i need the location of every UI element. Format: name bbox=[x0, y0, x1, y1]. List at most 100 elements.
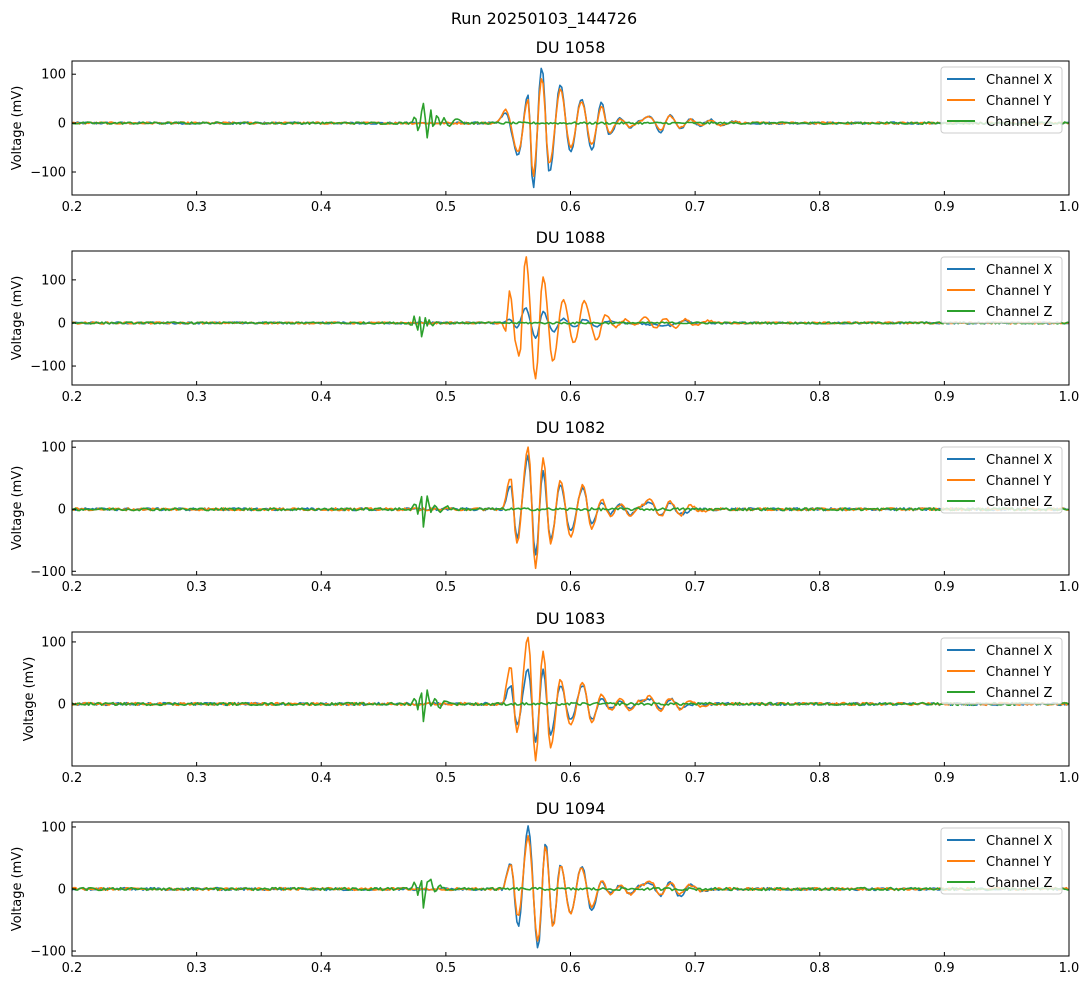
x-tick-label: 0.5 bbox=[436, 580, 457, 595]
legend: Channel X Channel Y Channel Z bbox=[940, 66, 1063, 134]
legend-label: Channel Y bbox=[986, 474, 1052, 489]
series-line-channel-x bbox=[72, 67, 1069, 189]
x-tick-label: 1.0 bbox=[1059, 580, 1080, 595]
legend: Channel X Channel Y Channel Z bbox=[940, 256, 1063, 324]
x-tick-label: 0.3 bbox=[186, 390, 207, 405]
panel-title: DU 1083 bbox=[536, 609, 606, 628]
y-tick-label: 100 bbox=[41, 820, 66, 835]
figure-title: Run 20250103_144726 bbox=[451, 9, 637, 29]
x-tick-label: 0.7 bbox=[685, 200, 706, 215]
series-line-channel-z bbox=[72, 878, 1069, 909]
x-tick-label: 0.2 bbox=[62, 580, 83, 595]
legend-label: Channel X bbox=[986, 644, 1053, 659]
x-tick-label: 0.3 bbox=[186, 771, 207, 786]
x-tick-label: 0.6 bbox=[560, 580, 581, 595]
legend-label: Channel X bbox=[986, 263, 1053, 278]
x-tick-label: 0.2 bbox=[62, 961, 83, 976]
y-tick-label: 100 bbox=[41, 273, 66, 288]
axes-frame bbox=[71, 60, 1070, 196]
legend-label: Channel Y bbox=[986, 665, 1052, 680]
panel-title: DU 1082 bbox=[536, 418, 606, 437]
legend-label: Channel Y bbox=[986, 855, 1052, 870]
x-tick-label: 0.9 bbox=[934, 961, 955, 976]
x-tick-label: 0.7 bbox=[685, 390, 706, 405]
legend-box bbox=[940, 827, 1063, 895]
series-line-channel-z bbox=[72, 102, 1069, 139]
series-group bbox=[72, 446, 1069, 570]
x-tick-label: 0.9 bbox=[934, 200, 955, 215]
series-line-channel-z bbox=[72, 315, 1069, 338]
x-tick-label: 0.6 bbox=[560, 961, 581, 976]
legend: Channel X Channel Y Channel Z bbox=[940, 827, 1063, 895]
x-tick-label: 0.8 bbox=[809, 771, 830, 786]
x-tick-label: 0.8 bbox=[809, 200, 830, 215]
x-tick-label: 0.7 bbox=[685, 961, 706, 976]
y-tick-label: 100 bbox=[41, 635, 66, 650]
y-tick-label: −100 bbox=[30, 945, 66, 960]
x-tick-label: 0.4 bbox=[311, 200, 332, 215]
series-line-channel-y bbox=[72, 78, 1069, 178]
y-tick-label: 0 bbox=[58, 503, 66, 518]
legend-label: Channel Z bbox=[986, 876, 1053, 891]
panel-title: DU 1094 bbox=[536, 799, 606, 818]
x-tick-label: 0.3 bbox=[186, 580, 207, 595]
series-group bbox=[72, 67, 1069, 189]
legend-label: Channel X bbox=[986, 73, 1053, 88]
y-tick-label: −100 bbox=[30, 166, 66, 181]
y-tick-label: −100 bbox=[30, 360, 66, 375]
x-tick-label: 1.0 bbox=[1059, 200, 1080, 215]
x-tick-label: 0.9 bbox=[934, 771, 955, 786]
x-tick-label: 0.8 bbox=[809, 580, 830, 595]
series-line-channel-z bbox=[72, 495, 1069, 528]
y-axis-label: Voltage (mV) bbox=[10, 86, 25, 171]
x-tick-label: 0.6 bbox=[560, 200, 581, 215]
panel-title: DU 1058 bbox=[536, 38, 606, 57]
series-line-channel-z bbox=[72, 689, 1069, 723]
legend-label: Channel X bbox=[986, 834, 1053, 849]
x-tick-label: 0.8 bbox=[809, 390, 830, 405]
x-tick-label: 0.7 bbox=[685, 580, 706, 595]
x-tick-label: 0.6 bbox=[560, 390, 581, 405]
series-group bbox=[72, 636, 1069, 762]
panel-1: DU 1058 0.2 0.3 0.4 0.5 0.6 0.7 0.8 0.9 1.0 −100 0 1… bbox=[10, 38, 1079, 215]
y-tick-label: 100 bbox=[41, 441, 66, 456]
x-tick-label: 1.0 bbox=[1059, 961, 1080, 976]
x-tick-label: 0.7 bbox=[685, 771, 706, 786]
series-line-channel-y bbox=[72, 636, 1069, 762]
legend: Channel X Channel Y Channel Z bbox=[940, 446, 1063, 514]
y-axis-label: Voltage (mV) bbox=[10, 466, 25, 551]
legend-label: Channel Y bbox=[986, 284, 1052, 299]
legend: Channel X Channel Y Channel Z bbox=[940, 637, 1063, 705]
axes-frame bbox=[71, 250, 1070, 386]
x-tick-label: 0.4 bbox=[311, 390, 332, 405]
x-tick-label: 0.9 bbox=[934, 580, 955, 595]
y-tick-label: 100 bbox=[41, 68, 66, 83]
panel-2: DU 1088 0.2 0.3 0.4 0.5 0.6 0.7 0.8 0.9 1.0 −100 0 1… bbox=[10, 228, 1079, 405]
legend-label: Channel Y bbox=[986, 94, 1052, 109]
y-axis-label: Voltage (mV) bbox=[10, 276, 25, 361]
legend-box bbox=[940, 256, 1063, 324]
x-tick-label: 1.0 bbox=[1059, 771, 1080, 786]
legend-label: Channel Z bbox=[986, 495, 1053, 510]
y-tick-label: 0 bbox=[58, 117, 66, 132]
series-line-channel-x bbox=[72, 454, 1069, 556]
series-line-channel-x bbox=[72, 825, 1069, 949]
y-tick-label: 0 bbox=[58, 697, 66, 712]
x-tick-label: 0.5 bbox=[436, 390, 457, 405]
panel-3: DU 1082 0.2 0.3 0.4 0.5 0.6 0.7 0.8 0.9 1.0 −100 0 1… bbox=[10, 418, 1079, 595]
x-tick-label: 0.5 bbox=[436, 961, 457, 976]
legend-box bbox=[940, 66, 1063, 134]
legend-box bbox=[940, 446, 1063, 514]
x-tick-label: 0.4 bbox=[311, 961, 332, 976]
legend-label: Channel X bbox=[986, 453, 1053, 468]
y-axis-label: Voltage (mV) bbox=[10, 847, 25, 932]
legend-label: Channel Z bbox=[986, 115, 1053, 130]
x-tick-label: 0.5 bbox=[436, 771, 457, 786]
legend-label: Channel Z bbox=[986, 305, 1053, 320]
series-line-channel-y bbox=[72, 256, 1069, 380]
y-tick-label: 0 bbox=[58, 883, 66, 898]
x-tick-label: 1.0 bbox=[1059, 390, 1080, 405]
x-tick-label: 0.2 bbox=[62, 200, 83, 215]
x-tick-label: 0.8 bbox=[809, 961, 830, 976]
